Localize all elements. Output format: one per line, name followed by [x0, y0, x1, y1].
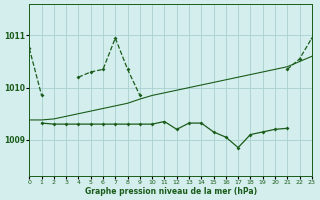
X-axis label: Graphe pression niveau de la mer (hPa): Graphe pression niveau de la mer (hPa)	[84, 187, 257, 196]
